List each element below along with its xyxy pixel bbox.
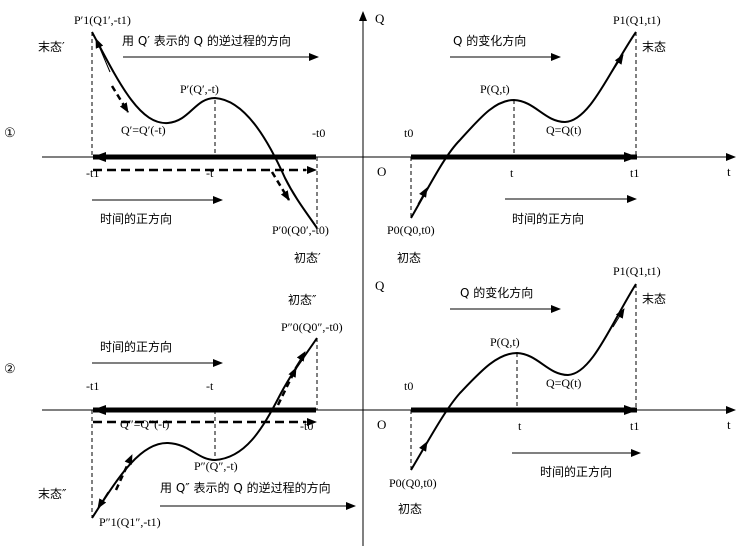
row2-right-panel: P1(Q1,t1) 末态 Q 的变化方向 P(Q,t) Q=Q(t) t0 t … <box>389 264 666 516</box>
row1-right-time-direction: 时间的正方向 <box>512 211 584 226</box>
row1-left-panel: P′1(Q1′,-t1) 末态′ 用 Q′ 表示的 Q 的逆过程的方向 P′(Q… <box>38 13 329 265</box>
row1-left-time-direction: 时间的正方向 <box>100 211 172 226</box>
row1-left-p1-label: P′1(Q1′,-t1) <box>74 13 131 27</box>
row1-left-dashed-arrow-b <box>270 171 291 201</box>
row1-origin: O <box>377 164 386 179</box>
row2-right-q-change: Q 的变化方向 <box>460 285 533 300</box>
row2-left-time-direction: 时间的正方向 <box>100 339 172 354</box>
row1-left-reverse-direction: 用 Q′ 表示的 Q 的逆过程的方向 <box>122 33 291 48</box>
row1-right-curve <box>410 31 637 219</box>
q-axis-label-bottom: Q <box>375 278 385 293</box>
row2: ② t O 初态″ P″0(Q0″,-t0) 时间的正方向 -t1 -t Q″=… <box>4 264 736 529</box>
row1-left-dashed-arrow-a <box>110 85 130 113</box>
row1-left-neg-t1: -t1 <box>86 166 99 180</box>
q-axis: Q Q <box>359 11 385 546</box>
row1-right-final-state: 末态 <box>642 40 666 54</box>
row2-left-neg-t0: -t0 <box>300 419 313 433</box>
row2-left-q-eq: Q″=Q″(-t) <box>120 417 169 431</box>
row2-right-initial-state: 初态 <box>398 502 422 516</box>
row2-left-neg-t: -t <box>206 379 214 393</box>
row2-left-final-state: 末态″ <box>38 487 67 501</box>
row1-right-p0-label: P0(Q0,t0) <box>387 223 435 237</box>
row2-right-p0-label: P0(Q0,t0) <box>389 476 437 490</box>
row2-left-dashed-arrow-b <box>276 367 298 406</box>
row2-left-panel: 初态″ P″0(Q0″,-t0) 时间的正方向 -t1 -t Q″=Q″(-t)… <box>38 293 356 529</box>
row2-right-q-eq: Q=Q(t) <box>546 376 581 390</box>
row1-left-p0-label: P′0(Q0′,-t0) <box>272 223 329 237</box>
row1-right-panel: Q 的变化方向 P1(Q1,t1) 末态 P(Q,t) Q=Q(t) t0 t … <box>387 13 666 265</box>
row2-right-final-state: 末态 <box>642 292 666 306</box>
row2-left-p-mid: P″(Q″,-t) <box>194 459 238 473</box>
row1-t-label: t <box>727 164 731 179</box>
row1-left-q-eq: Q′=Q′(-t) <box>121 123 166 137</box>
row2-right-p1-label: P1(Q1,t1) <box>613 264 661 278</box>
row2-right-t-tick: t <box>518 419 522 433</box>
row1: ① t O P′1(Q1′,-t1) 末态′ 用 Q′ 表示的 Q 的逆过程的方… <box>4 13 736 265</box>
row2-right-p-mid: P(Q,t) <box>490 335 520 349</box>
row2-right-time-direction: 时间的正方向 <box>540 464 612 479</box>
row2-left-initial-state: 初态″ <box>288 293 317 307</box>
row1-left-p-mid: P′(Q′,-t) <box>180 82 219 96</box>
row1-left-neg-t: -t <box>206 166 214 180</box>
row1-right-p1-label: P1(Q1,t1) <box>613 13 661 27</box>
row1-left-initial-state: 初态′ <box>294 251 321 265</box>
row1-right-t-tick: t <box>510 166 514 180</box>
row2-right-curve <box>410 283 637 471</box>
row1-right-t0: t0 <box>404 126 413 140</box>
row2-left-dashed-arrow-a <box>114 454 134 491</box>
row1-left-final-state: 末态′ <box>38 40 65 54</box>
row2-left-neg-t1: -t1 <box>86 379 99 393</box>
row1-right-t1: t1 <box>630 166 639 180</box>
row2-right-t0: t0 <box>404 379 413 393</box>
row1-left-neg-t0: -t0 <box>312 126 325 140</box>
row1-marker: ① <box>4 125 16 140</box>
row1-left-curve <box>91 31 318 229</box>
row2-left-p1-label: P″1(Q1″,-t1) <box>99 515 161 529</box>
row2-right-t1: t1 <box>630 419 639 433</box>
row2-left-p0-label: P″0(Q0″,-t0) <box>281 320 343 334</box>
row2-left-curve <box>91 337 318 519</box>
row1-right-p-mid: P(Q,t) <box>480 82 510 96</box>
row1-right-initial-state: 初态 <box>397 251 421 265</box>
row2-left-reverse-direction: 用 Q″ 表示的 Q 的逆过程的方向 <box>160 480 331 495</box>
row2-marker: ② <box>4 361 16 376</box>
row1-right-q-eq: Q=Q(t) <box>546 123 581 137</box>
row2-t-label: t <box>727 417 731 432</box>
q-axis-label-top: Q <box>375 11 385 26</box>
row2-origin: O <box>377 417 386 432</box>
row1-right-q-change: Q 的变化方向 <box>453 33 526 48</box>
